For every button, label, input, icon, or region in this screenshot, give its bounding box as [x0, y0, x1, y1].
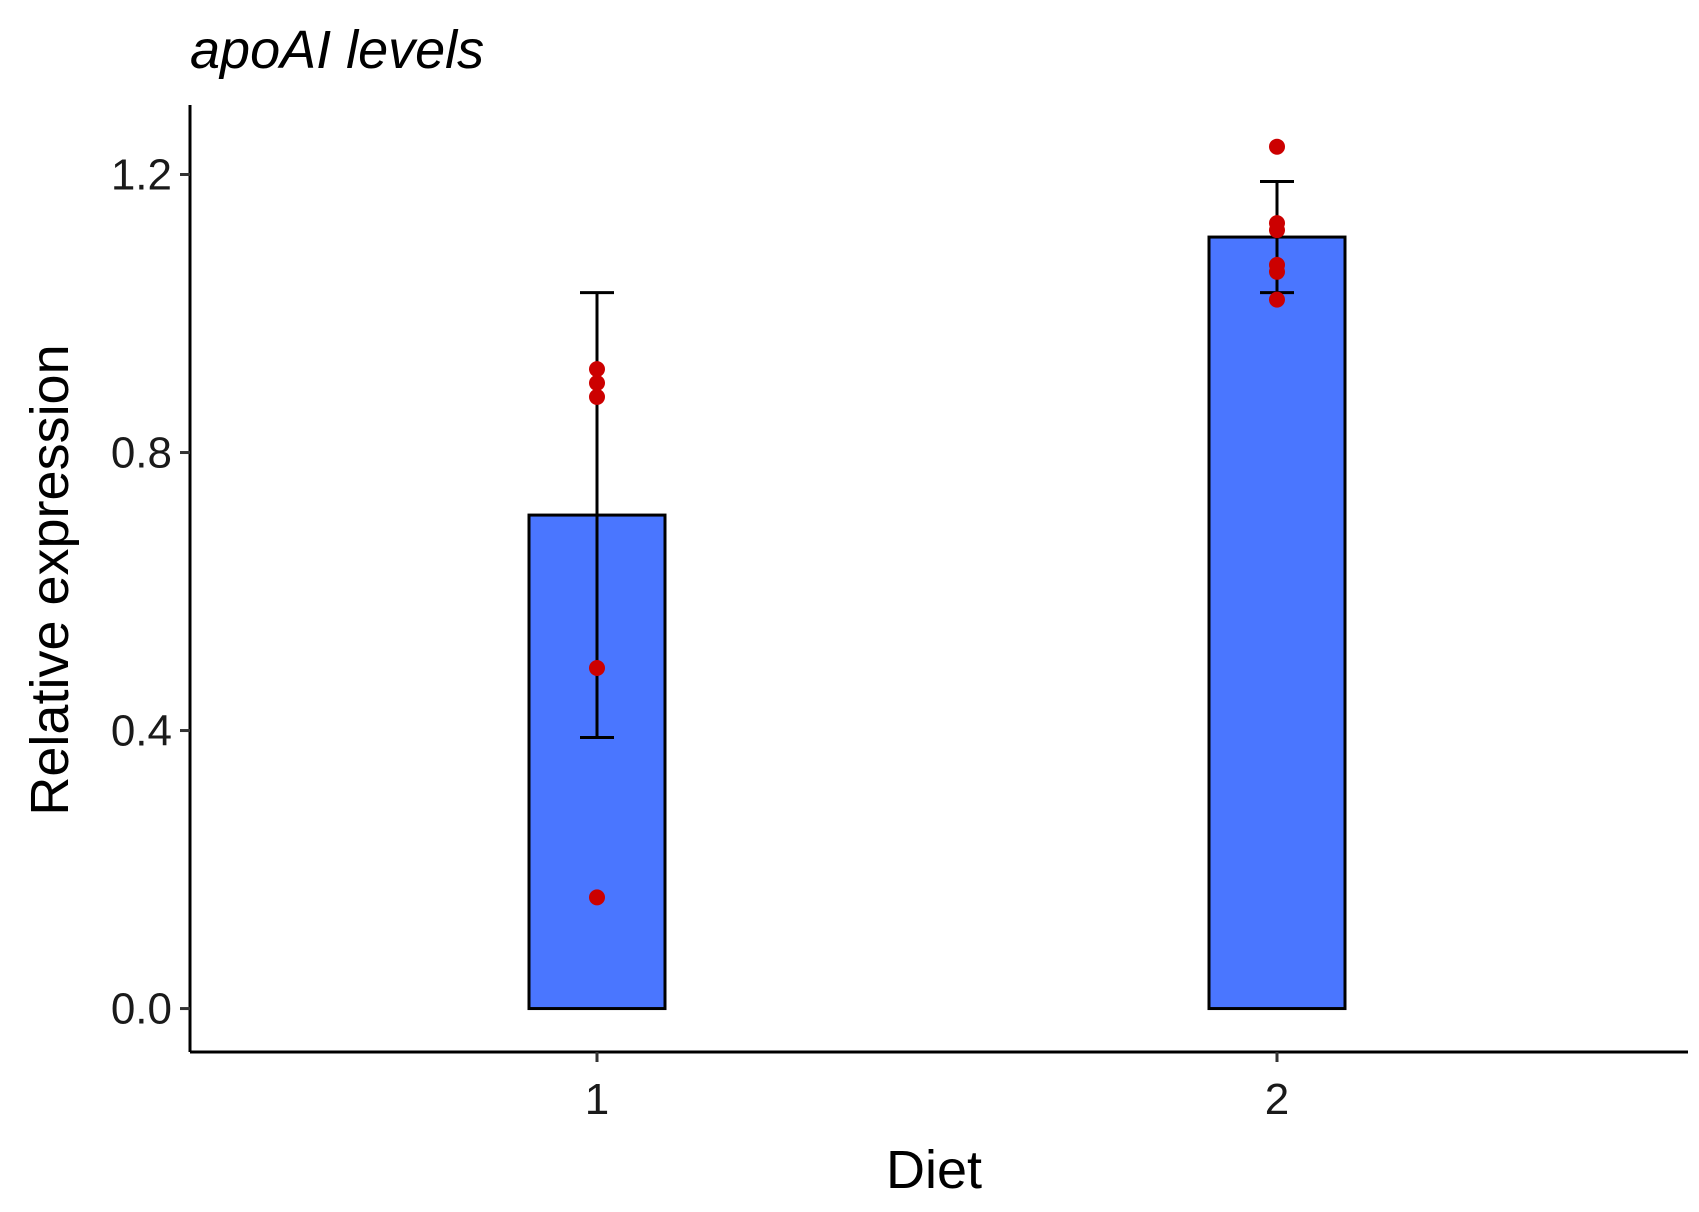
data-point [1269, 291, 1285, 308]
data-point [589, 375, 605, 392]
x-axis-label: Diet [886, 1140, 982, 1200]
y-tick-label: 0.8 [111, 429, 172, 478]
plot-area: 0.0 0.4 0.8 1.2 1 2 [111, 105, 1688, 1124]
bar [1207, 235, 1347, 1011]
data-point [589, 361, 605, 378]
x-tick-label: 1 [585, 1075, 609, 1124]
y-tick-label: 0.4 [111, 707, 172, 756]
y-tick-label: 1.2 [111, 151, 172, 200]
data-point [1269, 138, 1285, 155]
data-point [589, 388, 605, 405]
data-point [1269, 256, 1285, 273]
data-point [1269, 215, 1285, 232]
x-tick-label: 2 [1265, 1075, 1289, 1124]
y-tick-label: 0.0 [111, 985, 172, 1034]
data-point [589, 889, 605, 906]
y-axis-label: Relative expression [20, 344, 80, 815]
data-point [589, 659, 605, 676]
chart-title: apoAI levels [190, 20, 484, 80]
